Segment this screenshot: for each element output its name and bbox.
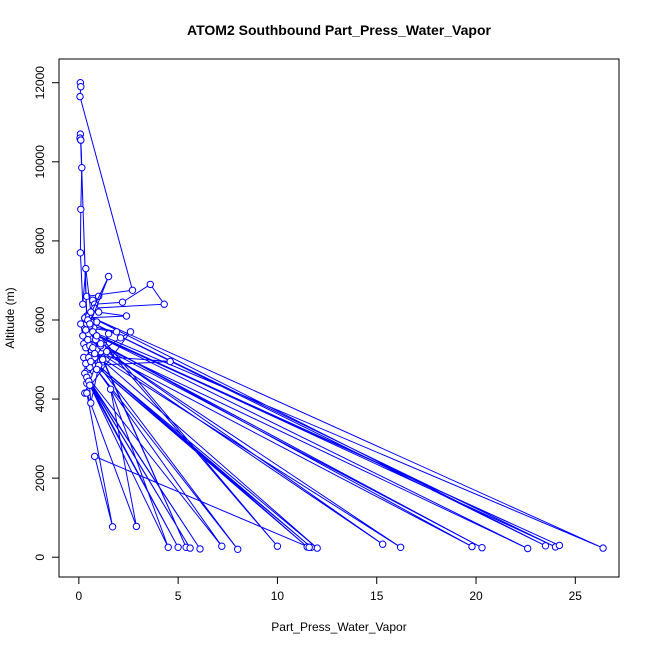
data-point [91, 452, 99, 461]
data-point [97, 340, 105, 348]
data-point [106, 385, 115, 393]
y-axis: 0 2000 4000 6000 8000 10000 12000 [33, 66, 60, 561]
series-line [79, 82, 604, 550]
data-point [77, 320, 85, 328]
x-tick-label: 15 [370, 589, 384, 603]
y-tick-label: 10000 [33, 145, 47, 179]
data-point [468, 542, 476, 551]
data-point [166, 357, 174, 366]
data-point [174, 543, 182, 551]
series-layer [76, 79, 607, 553]
y-tick-label: 0 [33, 554, 47, 561]
data-point [132, 522, 141, 531]
data-point [218, 542, 226, 550]
data-point [478, 544, 486, 552]
data-point [99, 355, 107, 364]
data-point [76, 92, 84, 101]
chart-title: ATOM2 Southbound Part_Press_Water_Vapor [187, 22, 491, 38]
data-point [82, 326, 90, 334]
data-point [76, 249, 85, 257]
data-point [78, 164, 86, 172]
data-point [108, 523, 117, 531]
y-tick-label: 4000 [33, 385, 47, 412]
y-axis-label: Altitude (m) [3, 287, 17, 348]
data-point [79, 300, 87, 308]
series-line [79, 140, 110, 325]
data-point [305, 543, 313, 551]
data-point [83, 389, 91, 397]
data-point [112, 328, 121, 336]
plot-frame [58, 58, 620, 578]
data-point [86, 320, 94, 328]
x-tick-label: 20 [469, 589, 483, 603]
x-tick-label: 5 [175, 589, 182, 603]
data-point [128, 286, 137, 294]
data-point [599, 544, 607, 552]
data-point [93, 332, 101, 340]
data-point [164, 543, 172, 551]
data-point [313, 544, 321, 552]
data-point [87, 357, 95, 366]
data-point [116, 334, 125, 342]
data-point [118, 298, 127, 306]
series-1 [76, 79, 607, 553]
data-point [103, 347, 111, 356]
data-point [77, 83, 85, 91]
data-point [93, 365, 101, 374]
y-tick-label: 8000 [33, 227, 47, 254]
x-tick-label: 25 [569, 589, 583, 603]
y-tick-label: 6000 [33, 306, 47, 333]
y-tick-label: 2000 [33, 464, 47, 491]
data-point [126, 328, 135, 336]
data-point [234, 545, 242, 553]
data-point [555, 541, 564, 550]
y-tick-label: 12000 [33, 66, 47, 100]
data-point [186, 544, 194, 552]
data-point [84, 336, 92, 344]
data-point [86, 381, 94, 389]
data-point [122, 312, 131, 320]
x-axis-label: Part_Press_Water_Vapor [271, 620, 406, 634]
data-point [196, 545, 204, 553]
x-tick-label: 0 [76, 589, 83, 603]
series-2 [76, 136, 113, 328]
data-point [77, 136, 85, 144]
data-point [273, 542, 282, 550]
data-point [104, 330, 113, 338]
data-point [87, 308, 95, 316]
data-point [82, 264, 90, 273]
data-point [87, 399, 95, 407]
data-point [146, 280, 155, 289]
data-point [77, 205, 85, 214]
data-point [379, 540, 387, 548]
data-point [91, 349, 99, 358]
data-point [95, 308, 103, 316]
data-point [396, 543, 405, 551]
x-axis: 0 5 10 15 20 25 [76, 576, 583, 603]
data-point [541, 542, 550, 550]
data-point [524, 544, 532, 553]
data-point [104, 272, 113, 281]
x-tick-label: 10 [271, 589, 285, 603]
data-point [160, 300, 168, 308]
